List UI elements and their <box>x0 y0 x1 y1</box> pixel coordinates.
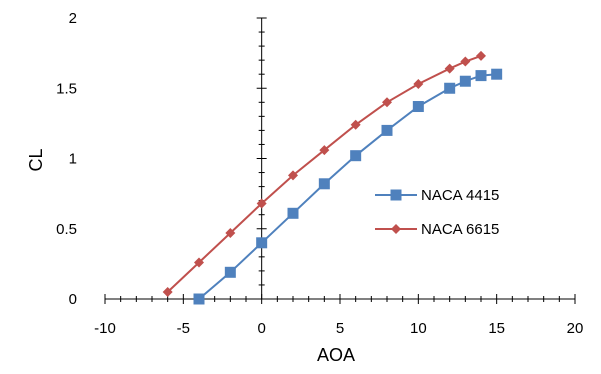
x-tick-label: 20 <box>567 320 584 337</box>
y-tick-label: 0.5 <box>56 221 77 238</box>
y-tick-label: 0 <box>69 291 77 308</box>
data-point <box>162 286 173 297</box>
x-tick-label: -10 <box>94 320 116 337</box>
series-naca-6615 <box>162 50 486 297</box>
data-point <box>350 119 361 130</box>
y-axis-title: CL <box>26 148 46 171</box>
data-point <box>224 266 236 278</box>
data-point <box>460 56 471 67</box>
x-tick-label: 10 <box>410 320 427 337</box>
plot-area <box>162 50 503 305</box>
data-point <box>390 189 402 201</box>
data-point <box>256 237 268 249</box>
data-point <box>412 101 424 113</box>
y-tick-label: 2 <box>69 10 77 27</box>
legend-item: NACA 6615 <box>375 221 499 238</box>
x-tick-label: 5 <box>336 320 344 337</box>
data-point <box>475 70 487 82</box>
data-point <box>391 224 401 234</box>
x-tick-labels: -10 -5 0 5 10 15 20 <box>94 320 583 337</box>
y-tick-label: 1.5 <box>56 80 77 97</box>
legend-item: NACA 4415 <box>375 187 499 204</box>
x-tick-label: 0 <box>257 320 265 337</box>
data-point <box>193 293 205 305</box>
y-tick-labels: 0 0.5 1 1.5 2 <box>56 10 77 308</box>
data-point <box>319 145 330 156</box>
series-line <box>166 54 482 293</box>
data-point <box>491 68 503 80</box>
y-tick-label: 1 <box>69 151 77 168</box>
data-point <box>256 198 267 209</box>
data-point <box>476 50 486 61</box>
data-point <box>381 124 393 136</box>
data-point <box>382 97 392 108</box>
x-tick-label: 15 <box>488 320 505 337</box>
legend: NACA 4415 NACA 6615 <box>375 187 499 238</box>
data-point <box>194 257 204 268</box>
x-tick-label: -5 <box>177 320 190 337</box>
x-axis-title: AOA <box>317 345 355 365</box>
legend-label: NACA 6615 <box>421 221 499 238</box>
data-point <box>287 207 299 219</box>
series-naca-4415 <box>193 68 503 305</box>
data-point <box>225 227 236 238</box>
data-point <box>459 75 471 87</box>
legend-label: NACA 4415 <box>421 187 499 204</box>
data-point <box>350 150 362 162</box>
data-point <box>444 82 456 94</box>
axes <box>104 17 576 304</box>
data-point <box>318 178 330 190</box>
data-point <box>288 170 298 181</box>
data-point <box>413 79 424 90</box>
data-point <box>444 63 455 74</box>
